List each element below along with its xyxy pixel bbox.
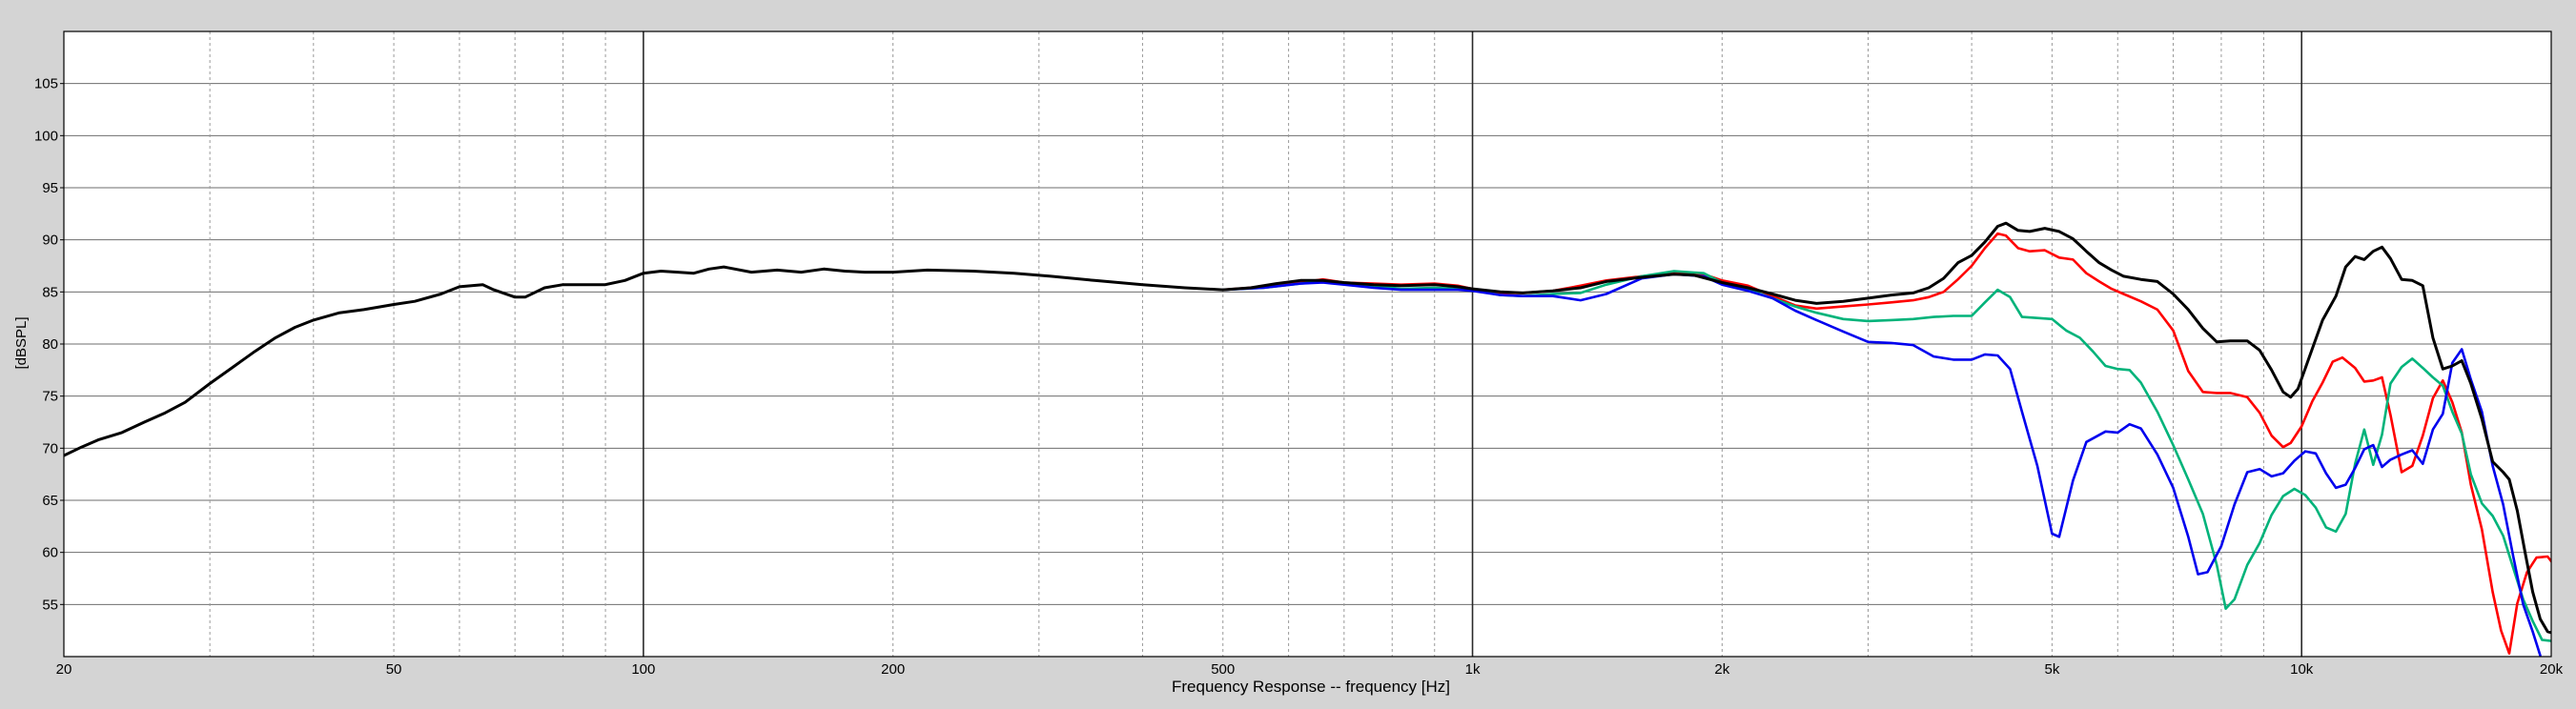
x-tick-label: 500 <box>1211 661 1235 678</box>
y-tick-label: 70 <box>42 440 58 456</box>
x-tick-label: 100 <box>631 661 655 678</box>
series-line-0 <box>64 221 2551 635</box>
x-tick-label: 10k <box>2290 661 2314 678</box>
x-tick-label: 200 <box>881 661 905 678</box>
x-tick-label: 1k <box>1465 661 1481 678</box>
x-tick-label: 20 <box>56 661 72 678</box>
y-tick-label: 75 <box>42 389 58 405</box>
y-tick-label: 65 <box>42 493 58 509</box>
y-tick-label: 100 <box>34 128 58 144</box>
x-tick-label: 20k <box>2540 661 2564 678</box>
x-tick-label: 5k <box>2044 661 2059 678</box>
x-tick-label: 50 <box>386 661 402 678</box>
y-axis-ticks: 55 60 65 70 75 80 85 90 95 100 105 <box>34 76 64 613</box>
y-tick-label: 105 <box>34 76 58 92</box>
y-tick-label: 60 <box>42 545 58 561</box>
x-axis-ticks: 20 50 100 200 500 1k 2k 5k 10k 20k <box>56 661 2564 678</box>
y-tick-label: 55 <box>42 597 58 613</box>
x-tick-label: 2k <box>1714 661 1729 678</box>
y-tick-label: 90 <box>42 233 58 249</box>
y-tick-label: 95 <box>42 180 58 196</box>
y-tick-label: 80 <box>42 336 58 353</box>
x-axis-label: Frequency Response -- frequency [Hz] <box>1172 678 1450 696</box>
y-axis-label: [dBSPL] <box>13 316 30 369</box>
series-line-3 <box>1221 273 2542 657</box>
y-tick-label: 85 <box>42 284 58 300</box>
series-group <box>64 221 2551 657</box>
grid <box>64 31 2551 657</box>
